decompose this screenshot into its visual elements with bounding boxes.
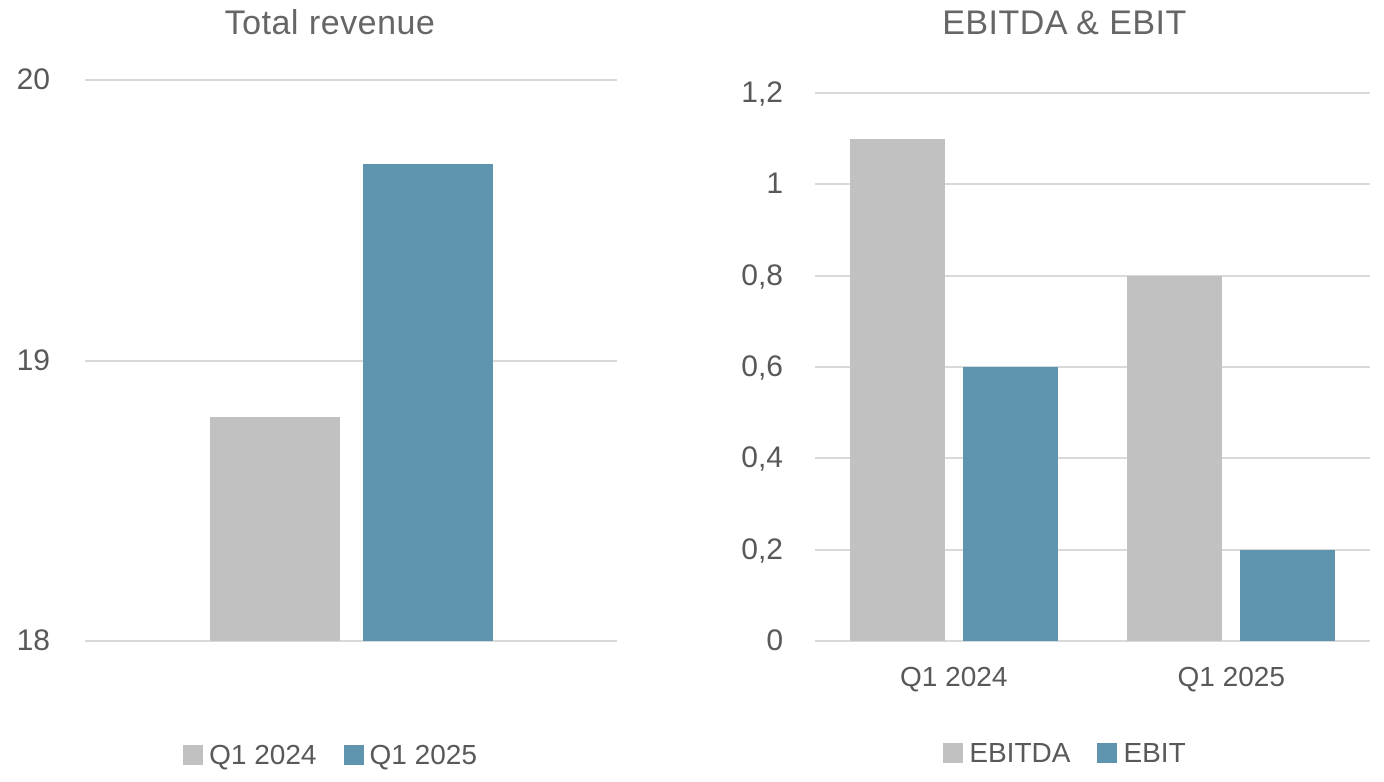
y-axis-tick-label: 1 — [766, 167, 783, 201]
bar-blank-q1-2025 — [362, 164, 493, 641]
legend-swatch-q1-2024 — [183, 745, 204, 765]
bar-q1-2024-ebitda — [849, 138, 945, 641]
bar-q1-2024-ebit — [962, 367, 1058, 641]
legend-label: Q1 2024 — [209, 739, 317, 770]
legend-swatch-q1-2025 — [343, 745, 364, 765]
legend-swatch-ebitda — [943, 743, 964, 763]
legend-swatch-ebit — [1097, 743, 1118, 763]
legend-label: EBITDA — [969, 737, 1071, 768]
gridline — [815, 366, 1370, 368]
gridline — [815, 183, 1370, 186]
legend-label: EBIT — [1123, 737, 1186, 768]
bar-q1-2025-ebitda — [1127, 275, 1223, 641]
y-axis-tick-label: 0,4 — [741, 441, 783, 475]
legend-label: Q1 2025 — [369, 739, 477, 770]
y-axis-tick-label: 0,6 — [741, 350, 783, 383]
ebitda-ebit-chart: EBITDA & EBIT 1,2 1 0,8 0,6 0,4 0,2 0 Q1 2024 Q1… — [741, 0, 1384, 782]
gridline — [815, 274, 1370, 277]
chart-title-ebitda-ebit: EBITDA & EBIT — [942, 4, 1187, 42]
y-axis-tick-label: 0 — [766, 624, 783, 657]
gridline — [815, 548, 1370, 551]
x-axis-label-q1-2025: Q1 2025 — [1177, 661, 1285, 692]
y-axis-tick-label: 18 — [16, 624, 50, 657]
legend-item-q1-2024: Q1 2024 — [183, 739, 317, 770]
x-axis-label-q1-2024: Q1 2024 — [900, 661, 1008, 692]
gridline — [815, 457, 1370, 460]
y-axis-tick-label: 20 — [16, 63, 50, 96]
legend-item-q1-2025: Q1 2025 — [343, 739, 477, 770]
legend-item-ebit: EBIT — [1097, 737, 1186, 768]
gridline — [85, 640, 617, 642]
gridline — [815, 640, 1370, 642]
y-axis-tick-label: 1,2 — [741, 76, 783, 109]
gridline — [85, 359, 617, 362]
chart-title-total-revenue: Total revenue — [224, 4, 436, 42]
gridline — [85, 79, 617, 81]
legend-total-revenue: Q1 2024 Q1 2025 — [0, 740, 660, 770]
gridline — [815, 92, 1370, 94]
legend-ebitda-ebit: EBITDA EBIT — [745, 738, 1384, 768]
y-axis-tick-label: 0,2 — [741, 532, 783, 566]
legend-item-ebitda: EBITDA — [943, 738, 1070, 768]
bar-q1-2025-ebit — [1240, 549, 1336, 641]
y-axis-tick-label: 0,8 — [741, 258, 783, 292]
y-axis-tick-label: 19 — [16, 343, 50, 377]
bar-blank-q1-2024 — [209, 416, 340, 641]
total-revenue-chart: Total revenue 20 19 18 Q1 2024 Q1 2025 — [0, 0, 660, 782]
